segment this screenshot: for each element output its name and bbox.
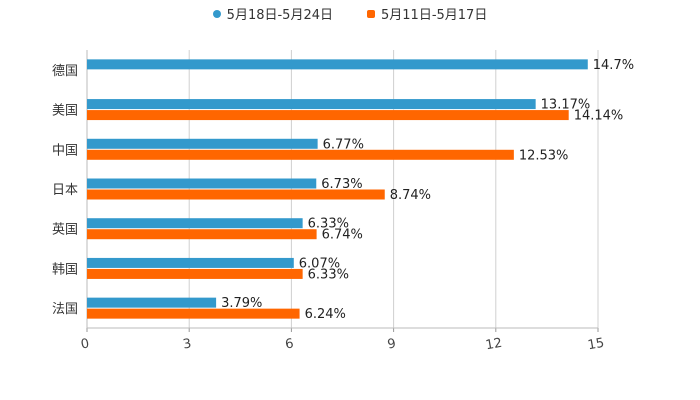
data-label-s2-4: 6.74% <box>322 228 363 243</box>
data-label-s2-1: 14.14% <box>574 109 624 124</box>
legend-marker-series-2 <box>367 9 375 18</box>
legend-marker-series-1 <box>212 9 221 18</box>
data-label-s2-2: 12.53% <box>519 148 569 163</box>
data-label-s1-4: 6.33% <box>308 217 349 232</box>
bar-s2-1 <box>87 110 569 121</box>
tick-label-x-15: 15 <box>587 336 606 354</box>
tick-label-x-9: 9 <box>386 336 397 352</box>
bar-s2-3 <box>87 189 385 200</box>
tick-label-x-0: 0 <box>80 336 91 352</box>
data-label-s2-6: 6.24% <box>305 307 346 322</box>
bar-s1-0 <box>87 59 588 70</box>
tick-label-x-3: 3 <box>182 336 193 352</box>
data-label-s1-3: 6.73% <box>321 177 362 192</box>
data-label-s2-3: 8.74% <box>390 188 431 203</box>
data-label-s1-6: 3.79% <box>221 296 262 311</box>
tick-label-x-6: 6 <box>284 336 295 352</box>
bar-s1-2 <box>87 138 318 149</box>
category-label-4: 英国 <box>52 223 78 238</box>
bar-s2-5 <box>87 268 303 279</box>
category-label-3: 日本 <box>52 183 78 198</box>
legend: 5月18日-5月24日 5月11日-5月17日 <box>0 4 700 23</box>
bar-s1-4 <box>87 218 303 229</box>
category-label-0: 德国 <box>52 64 78 79</box>
data-label-s1-2: 6.77% <box>323 137 364 152</box>
data-label-s1-5: 6.07% <box>299 256 340 271</box>
category-label-1: 美国 <box>52 104 78 119</box>
category-label-6: 法国 <box>52 302 78 317</box>
bar-s2-4 <box>87 229 317 240</box>
category-label-5: 韩国 <box>52 262 78 277</box>
legend-label-series-2: 5月11日-5月17日 <box>381 8 488 23</box>
data-label-s2-5: 6.33% <box>308 267 349 282</box>
legend-label-series-1: 5月18日-5月24日 <box>226 8 333 23</box>
data-label-s1-0: 14.7% <box>593 58 634 73</box>
bar-s1-6 <box>87 297 217 308</box>
data-label-s1-1: 13.17% <box>541 98 591 113</box>
bar-s2-2 <box>87 149 514 160</box>
legend-item-series-2[interactable]: 5月11日-5月17日 <box>367 4 487 23</box>
tick-label-x-12: 12 <box>484 336 503 354</box>
legend-item-series-1[interactable]: 5月18日-5月24日 <box>212 4 333 23</box>
bar-s1-3 <box>87 178 317 189</box>
bar-s1-5 <box>87 257 294 268</box>
category-label-2: 中国 <box>52 143 78 158</box>
bar-s2-6 <box>87 308 300 319</box>
bar-s1-1 <box>87 99 536 110</box>
